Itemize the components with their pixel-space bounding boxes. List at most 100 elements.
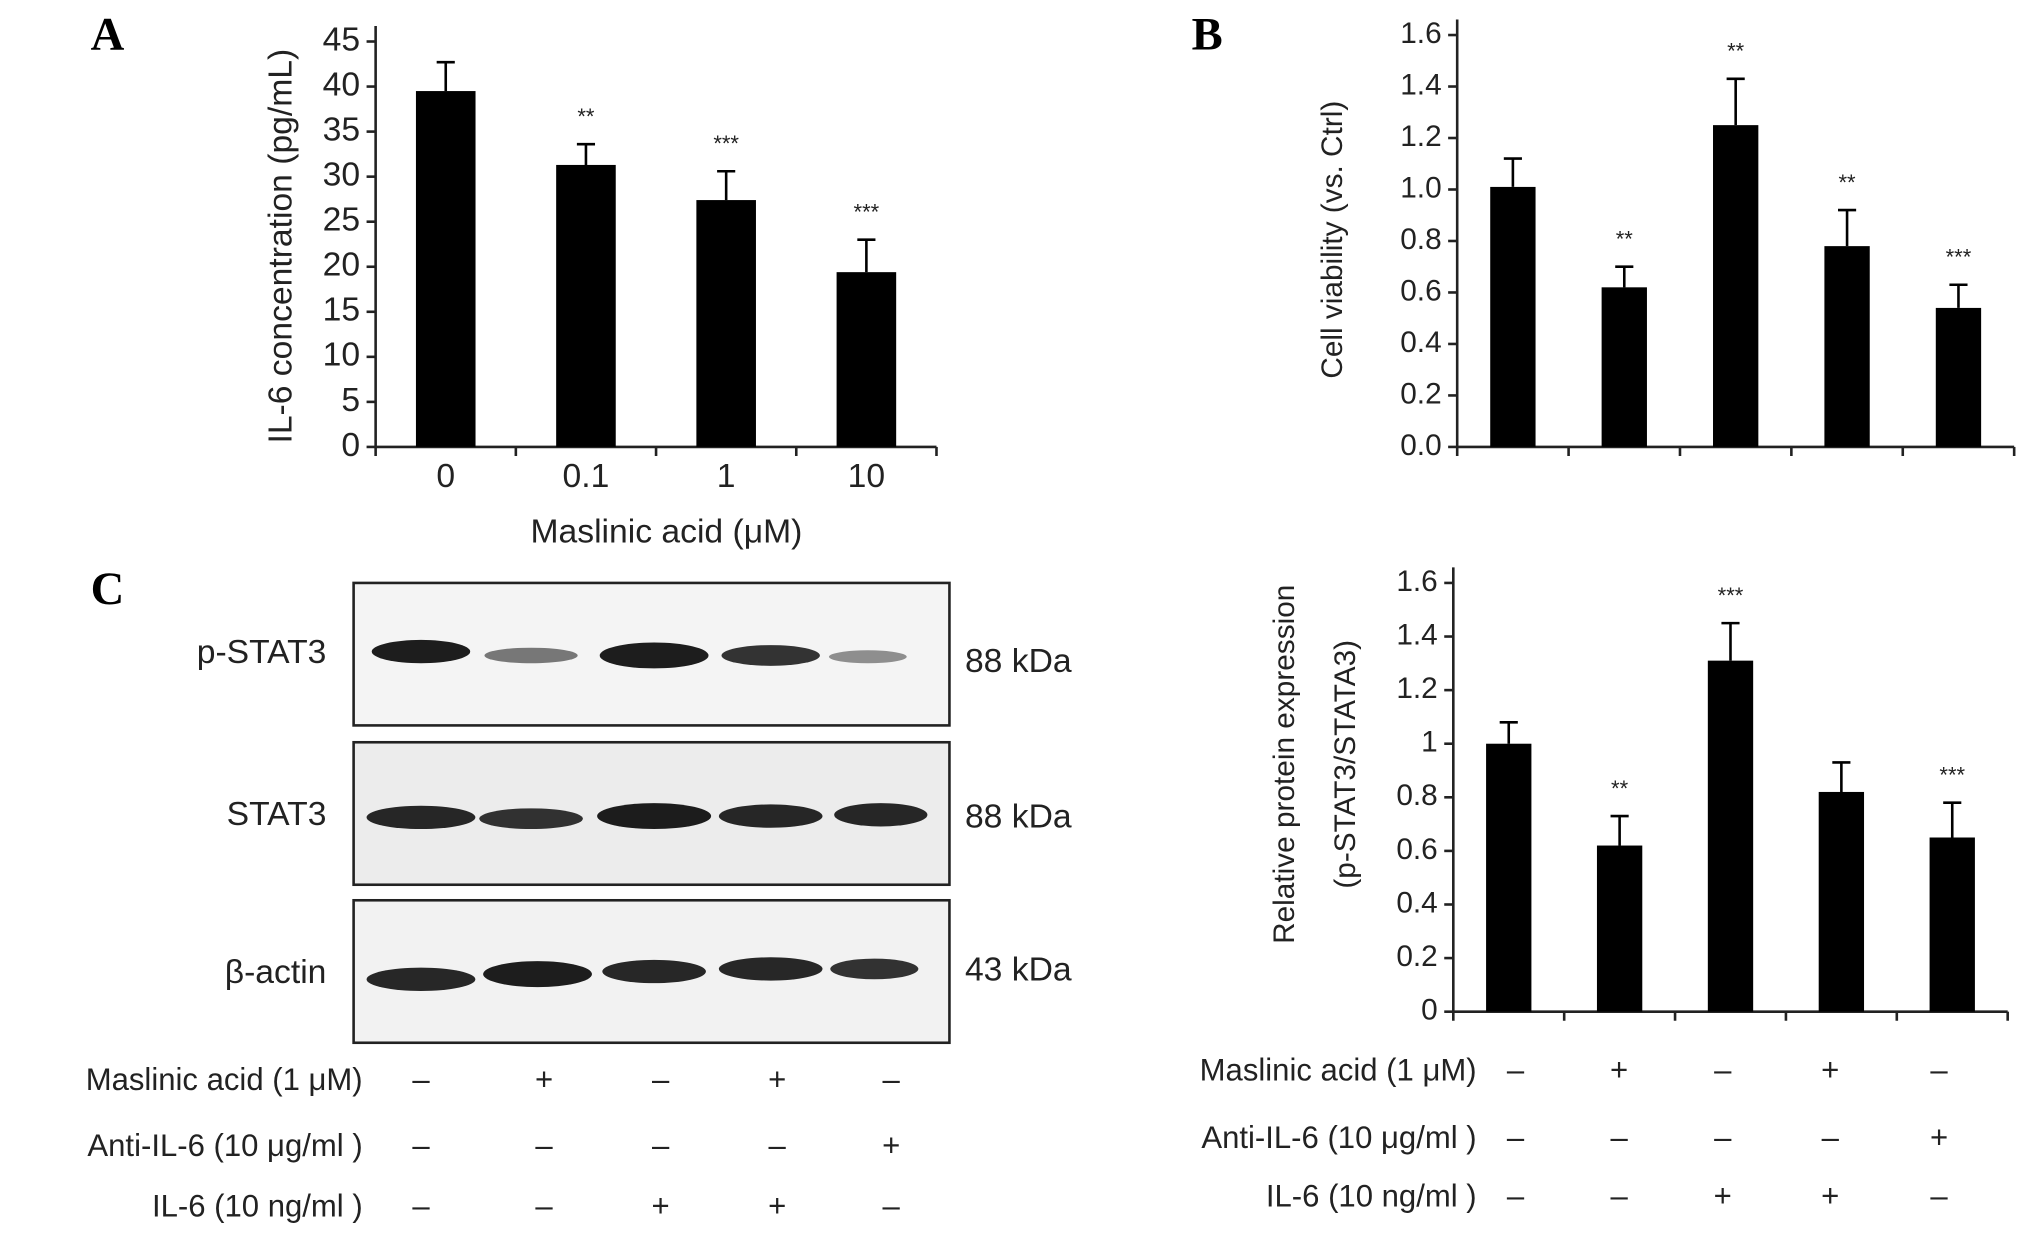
y-tick-label: 0.8: [1396, 779, 1437, 812]
treatment-sign: +: [768, 1189, 786, 1224]
error-bar: [436, 60, 455, 92]
blot-size-label: 88 kDa: [965, 643, 1072, 680]
error-bar: [1721, 621, 1740, 661]
treatment-sign: –: [1714, 1120, 1732, 1155]
significance: ***: [1939, 763, 1965, 788]
y-tick-label: 30: [323, 157, 360, 194]
error-bar: [1943, 801, 1962, 838]
y-axis-label: Relative protein expression: [1268, 585, 1301, 944]
treatment-sign: –: [769, 1128, 787, 1163]
y-tick-label: 0.2: [1400, 377, 1441, 410]
band: [597, 803, 712, 830]
error-bar: [576, 142, 596, 165]
band: [366, 805, 476, 830]
bar: [1713, 125, 1759, 447]
y-tick-label: 10: [323, 337, 360, 374]
y-tick-label: 1.4: [1396, 618, 1437, 651]
y-tick-label: 35: [323, 111, 360, 148]
treatment-sign: –: [1610, 1178, 1628, 1213]
bar: [1935, 307, 1982, 447]
y-tick-label: 15: [323, 292, 360, 329]
significance: **: [1616, 227, 1634, 252]
bar: [1824, 246, 1870, 447]
treatment-sign: –: [883, 1062, 901, 1097]
bar: [696, 200, 756, 447]
y-tick-label: 0.8: [1400, 223, 1441, 256]
treatment-sign: +: [1930, 1120, 1948, 1155]
y-tick-label: 0.4: [1400, 326, 1441, 359]
error-bar: [1949, 283, 1968, 308]
treatment-label: IL-6 (10 ng/ml ): [152, 1189, 363, 1224]
bar: [1818, 791, 1865, 1012]
treatment-sign: +: [882, 1128, 900, 1163]
significance: ***: [713, 131, 739, 156]
bar: [1929, 837, 1975, 1012]
significance: ***: [1946, 245, 1972, 270]
treatment-label: Anti-IL-6 (10 μg/ml ): [1201, 1120, 1476, 1155]
blot-boxes: [352, 581, 951, 1045]
treatment-label: Maslinic acid (1 μM): [86, 1062, 363, 1097]
blot-row-label: STAT3: [227, 796, 327, 833]
treatment-sign: –: [1610, 1120, 1628, 1155]
y-tick-label: 0.2: [1396, 940, 1437, 973]
y-tick-label: 0.6: [1396, 833, 1437, 866]
treatment-sign: –: [652, 1128, 670, 1163]
y-tick-label: 40: [323, 66, 360, 103]
band: [602, 959, 706, 984]
treatment-sign: –: [412, 1062, 430, 1097]
treatment-label: Anti-IL-6 (10 μg/ml ): [87, 1128, 362, 1163]
band: [828, 650, 907, 664]
y-tick-label: 1.0: [1400, 171, 1441, 204]
y-tick-label: 1.6: [1400, 17, 1441, 50]
blot-row-label: β-actin: [225, 954, 327, 991]
treatment-sign: –: [1507, 1120, 1525, 1155]
treatment-sign: –: [1930, 1178, 1948, 1213]
significance: **: [1611, 776, 1629, 801]
error-bar: [1499, 720, 1518, 744]
y-axis-label: (p-STAT3/STATA3): [1329, 640, 1362, 889]
band: [483, 961, 592, 988]
bar: [1707, 660, 1754, 1012]
treatment-sign: –: [652, 1062, 670, 1097]
band: [830, 958, 919, 980]
error-bar: [1726, 77, 1745, 126]
band: [371, 639, 471, 664]
significance: **: [1839, 170, 1857, 195]
y-tick-label: 0.0: [1400, 429, 1441, 462]
band: [366, 967, 476, 991]
bar: [836, 272, 897, 447]
y-tick-label: 5: [341, 382, 360, 419]
treatment-label: Maslinic acid (1 μM): [1200, 1053, 1477, 1088]
y-tick-label: 0.4: [1396, 886, 1437, 919]
band: [718, 804, 823, 828]
y-axis-label: Cell viability (vs. Ctrl): [1316, 101, 1349, 379]
panel-label: C: [91, 563, 125, 615]
blot-row-label: p-STAT3: [197, 634, 327, 671]
bar: [1486, 743, 1532, 1012]
panel-label: B: [1192, 9, 1223, 61]
treatment-sign: +: [652, 1189, 670, 1224]
error-bar: [1832, 761, 1851, 792]
treatment-sign: +: [1821, 1178, 1839, 1213]
treatment-sign: –: [1930, 1053, 1948, 1088]
y-tick-label: 1.2: [1396, 672, 1437, 705]
bar: [415, 91, 476, 447]
error-bar: [1838, 208, 1857, 247]
treatment-sign: –: [1507, 1178, 1525, 1213]
treatment-sign: –: [535, 1128, 553, 1163]
y-tick-label: 0: [341, 427, 360, 464]
error-bar: [1503, 157, 1522, 187]
band: [834, 803, 928, 827]
treatment-sign: –: [535, 1189, 553, 1224]
y-tick-label: 0: [1421, 994, 1438, 1027]
y-tick-label: 45: [323, 21, 360, 58]
y-tick-label: 25: [323, 202, 360, 239]
treatment-sign: –: [1714, 1053, 1732, 1088]
treatment-sign: +: [1610, 1053, 1628, 1088]
blot-size-label: 43 kDa: [965, 951, 1072, 988]
error-bar: [1615, 265, 1634, 288]
significance: ***: [854, 200, 880, 225]
x-tick-label: 0: [436, 458, 455, 495]
treatment-sign: –: [1822, 1120, 1840, 1155]
